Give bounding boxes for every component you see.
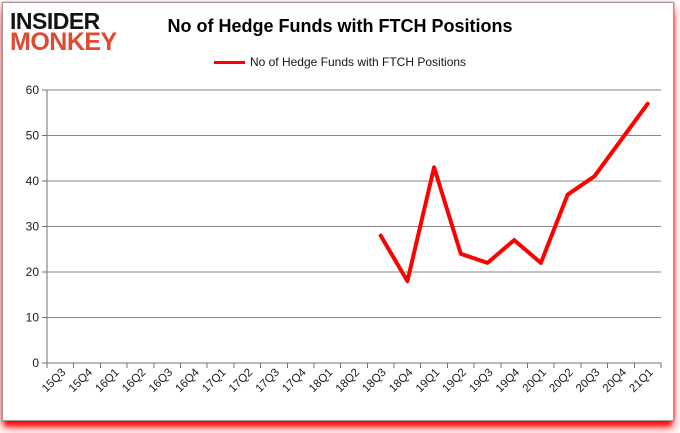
x-axis-label: 17Q4 xyxy=(280,366,309,395)
x-axis-label: 18Q3 xyxy=(360,367,388,395)
x-axis-label: 17Q3 xyxy=(254,367,282,395)
x-axis-label: 20Q1 xyxy=(521,367,549,395)
x-axis-label: 20Q2 xyxy=(547,367,575,395)
x-axis-label: 16Q4 xyxy=(174,366,203,395)
x-axis-label: 18Q2 xyxy=(334,367,362,395)
y-axis-label: 20 xyxy=(26,265,40,279)
y-axis-label: 30 xyxy=(26,220,40,234)
y-axis-label: 60 xyxy=(26,83,40,97)
x-axis-label: 20Q4 xyxy=(601,366,630,395)
x-axis-label: 19Q3 xyxy=(467,367,495,395)
y-axis-label: 0 xyxy=(32,356,39,370)
x-axis-label: 17Q1 xyxy=(200,367,228,395)
chart-title: No of Hedge Funds with FTCH Positions xyxy=(167,16,513,36)
legend-label: No of Hedge Funds with FTCH Positions xyxy=(249,55,467,69)
legend: No of Hedge Funds with FTCH Positions xyxy=(0,55,680,69)
y-axis-label: 10 xyxy=(26,311,40,325)
logo-word-insider: INSIDER xyxy=(10,8,100,34)
x-axis-label: 19Q1 xyxy=(414,367,442,395)
x-axis-label: 19Q2 xyxy=(441,367,469,395)
x-axis-label: 16Q1 xyxy=(93,367,121,395)
x-axis-label: 16Q3 xyxy=(147,367,175,395)
axis-lines xyxy=(46,90,661,364)
x-axis-label: 21Q1 xyxy=(627,367,655,395)
x-axis-label: 19Q4 xyxy=(494,366,523,395)
series-line xyxy=(378,101,650,284)
y-axis-label: 40 xyxy=(26,174,40,188)
logo-word-monkey: MONKEY xyxy=(10,28,117,57)
x-axis-label: 17Q2 xyxy=(227,367,255,395)
x-axis-label: 15Q3 xyxy=(40,367,68,395)
x-axis-label: 18Q4 xyxy=(387,366,416,395)
x-axis-label: 16Q2 xyxy=(120,367,148,395)
insider-monkey-logo: INSIDER MONKEY xyxy=(10,8,117,57)
x-axis-label: 15Q4 xyxy=(67,366,96,395)
y-axis-label: 50 xyxy=(26,129,40,143)
x-axis-label: 18Q1 xyxy=(307,367,335,395)
x-axis-label: 20Q3 xyxy=(574,367,602,395)
legend-line-swatch xyxy=(213,60,245,64)
